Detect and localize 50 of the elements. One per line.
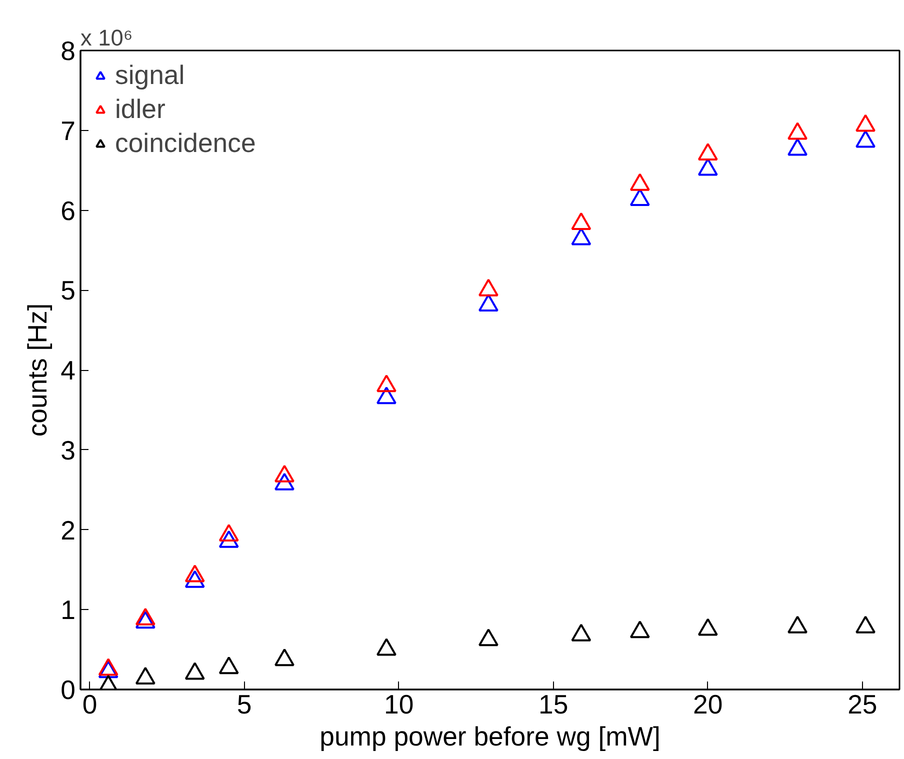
- legend-label: signal: [115, 60, 185, 91]
- y-tick-label: 2: [60, 515, 76, 546]
- x-axis-title: pump power before wg [mW]: [320, 722, 660, 752]
- y-tick-label: 3: [60, 435, 76, 466]
- y-tick-label: 1: [60, 595, 76, 626]
- point: [856, 114, 876, 132]
- x-tick-label: 15: [538, 690, 568, 720]
- legend-label: coincidence: [115, 128, 256, 159]
- point: [376, 638, 396, 656]
- point: [698, 618, 718, 636]
- x-tick-label: 0: [82, 690, 98, 720]
- point: [218, 530, 239, 548]
- point: [856, 130, 876, 148]
- point: [218, 656, 239, 674]
- point: [376, 374, 396, 392]
- y-tick-label: 8: [60, 36, 76, 66]
- point: [788, 122, 808, 140]
- point: [630, 173, 650, 191]
- point: [274, 464, 294, 482]
- point: [135, 608, 156, 626]
- point: [571, 212, 592, 230]
- point: [856, 616, 876, 634]
- x-tick-label: 5: [236, 690, 252, 720]
- y-tick-label: 5: [60, 276, 76, 306]
- point: [788, 616, 808, 634]
- point: [478, 294, 498, 312]
- point: [788, 138, 808, 156]
- y-axis-title: counts [Hz]: [22, 303, 53, 437]
- point: [478, 628, 498, 646]
- point: [571, 624, 592, 642]
- y-tick-label: 4: [60, 356, 76, 386]
- point: [135, 666, 156, 685]
- point: [698, 142, 718, 161]
- point: [218, 524, 239, 542]
- x-tick-label: 25: [848, 690, 878, 720]
- point: [376, 386, 396, 404]
- point: [274, 472, 294, 490]
- text: x 10⁶: [80, 24, 133, 50]
- x-tick-label: 10: [384, 690, 414, 720]
- legend-label: idler: [115, 94, 166, 125]
- point: [630, 620, 650, 638]
- point: [184, 564, 205, 582]
- point: [135, 611, 156, 629]
- point: [478, 278, 498, 296]
- point: [184, 570, 205, 588]
- point: [274, 648, 294, 666]
- y-tick-label: 7: [60, 116, 76, 146]
- x-tick-label: 20: [693, 690, 723, 720]
- y-tick-label: 6: [60, 196, 76, 226]
- point: [184, 662, 205, 680]
